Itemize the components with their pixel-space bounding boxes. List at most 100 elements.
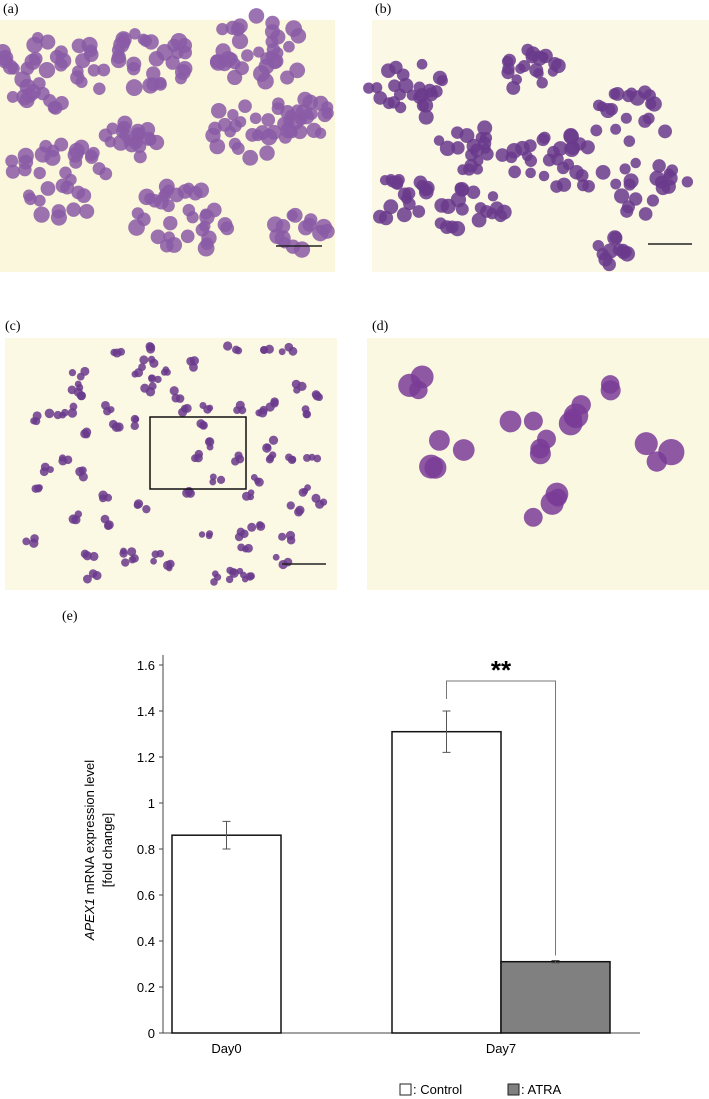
cell	[378, 210, 394, 226]
cell	[394, 101, 407, 114]
cell	[548, 56, 562, 71]
cell	[268, 435, 279, 445]
panel-label: (c)	[5, 319, 21, 334]
cell	[398, 77, 414, 94]
y-tick-label: 0.2	[137, 980, 155, 995]
cell	[234, 116, 247, 128]
cell	[590, 124, 603, 137]
cell	[256, 521, 264, 529]
cell	[111, 49, 126, 64]
significance-bracket	[446, 680, 556, 956]
cell	[198, 531, 206, 538]
cell	[548, 488, 567, 507]
cell	[396, 207, 412, 223]
bar	[500, 960, 611, 1034]
cell	[440, 198, 456, 215]
cell	[104, 493, 113, 502]
cell	[88, 569, 98, 578]
cell	[247, 572, 255, 580]
cell	[55, 52, 72, 69]
cell	[253, 46, 265, 58]
cell	[67, 408, 78, 418]
cell	[83, 574, 92, 584]
legend-swatch	[507, 1083, 520, 1096]
legend-swatch	[399, 1083, 412, 1096]
error-bar	[551, 960, 560, 964]
cell	[638, 114, 652, 128]
cell	[186, 489, 195, 498]
cell	[32, 417, 41, 426]
cell	[142, 505, 151, 514]
cell	[278, 348, 286, 356]
cell	[288, 346, 298, 356]
cell	[177, 184, 193, 199]
cell	[259, 145, 275, 161]
cell	[525, 167, 536, 179]
cell	[225, 575, 234, 584]
cell	[125, 79, 143, 96]
cell	[148, 51, 165, 67]
cell	[620, 112, 632, 124]
cell	[225, 52, 238, 65]
cell	[223, 341, 233, 351]
cell	[146, 77, 160, 92]
cell	[295, 505, 305, 515]
cell	[156, 549, 165, 558]
cell	[475, 131, 487, 143]
x-tick-label: Day7	[486, 1041, 516, 1056]
cell	[206, 202, 222, 218]
cell	[33, 206, 50, 223]
cell	[595, 164, 611, 180]
cells	[0, 8, 694, 586]
cell	[73, 387, 83, 397]
cell	[139, 355, 149, 365]
legend-label: : Control	[413, 1082, 462, 1097]
cell	[247, 489, 255, 496]
cell	[285, 20, 303, 38]
cell	[575, 169, 589, 183]
bar-chart: 0 0.2 0.4 0.6 0.8 1 1.2 1.4 1.6 APEX1 mRNA express…	[82, 655, 640, 1097]
cell	[131, 370, 139, 378]
cell	[133, 499, 144, 509]
cell	[180, 404, 189, 413]
cell	[388, 79, 401, 92]
cell	[89, 551, 99, 561]
cell	[455, 202, 469, 216]
cell	[120, 547, 127, 555]
cell	[97, 63, 111, 77]
cell	[174, 64, 191, 80]
cell	[472, 155, 484, 167]
cell	[563, 128, 579, 144]
cell	[166, 237, 183, 253]
cell	[209, 138, 226, 155]
cell	[39, 467, 49, 477]
cell	[406, 89, 418, 101]
cell	[298, 219, 314, 236]
cell	[51, 204, 66, 219]
cell	[609, 231, 622, 244]
cell	[291, 104, 304, 117]
cell	[126, 56, 142, 72]
cell	[474, 202, 487, 214]
cell	[620, 246, 632, 258]
cell	[40, 34, 56, 50]
cell	[130, 554, 139, 563]
cell	[363, 82, 375, 94]
cell	[227, 108, 239, 121]
cell	[25, 84, 41, 100]
cell	[238, 99, 252, 113]
cell	[197, 239, 215, 257]
cell	[199, 402, 207, 409]
cell	[646, 194, 660, 207]
cell	[121, 558, 130, 567]
cell	[602, 257, 616, 272]
cell	[44, 408, 55, 419]
cell	[610, 123, 622, 135]
cell	[532, 50, 548, 66]
cell	[278, 236, 291, 249]
cell	[213, 573, 222, 581]
cell	[31, 484, 40, 493]
cell	[209, 473, 217, 481]
cell	[278, 532, 287, 541]
cell	[251, 129, 264, 142]
